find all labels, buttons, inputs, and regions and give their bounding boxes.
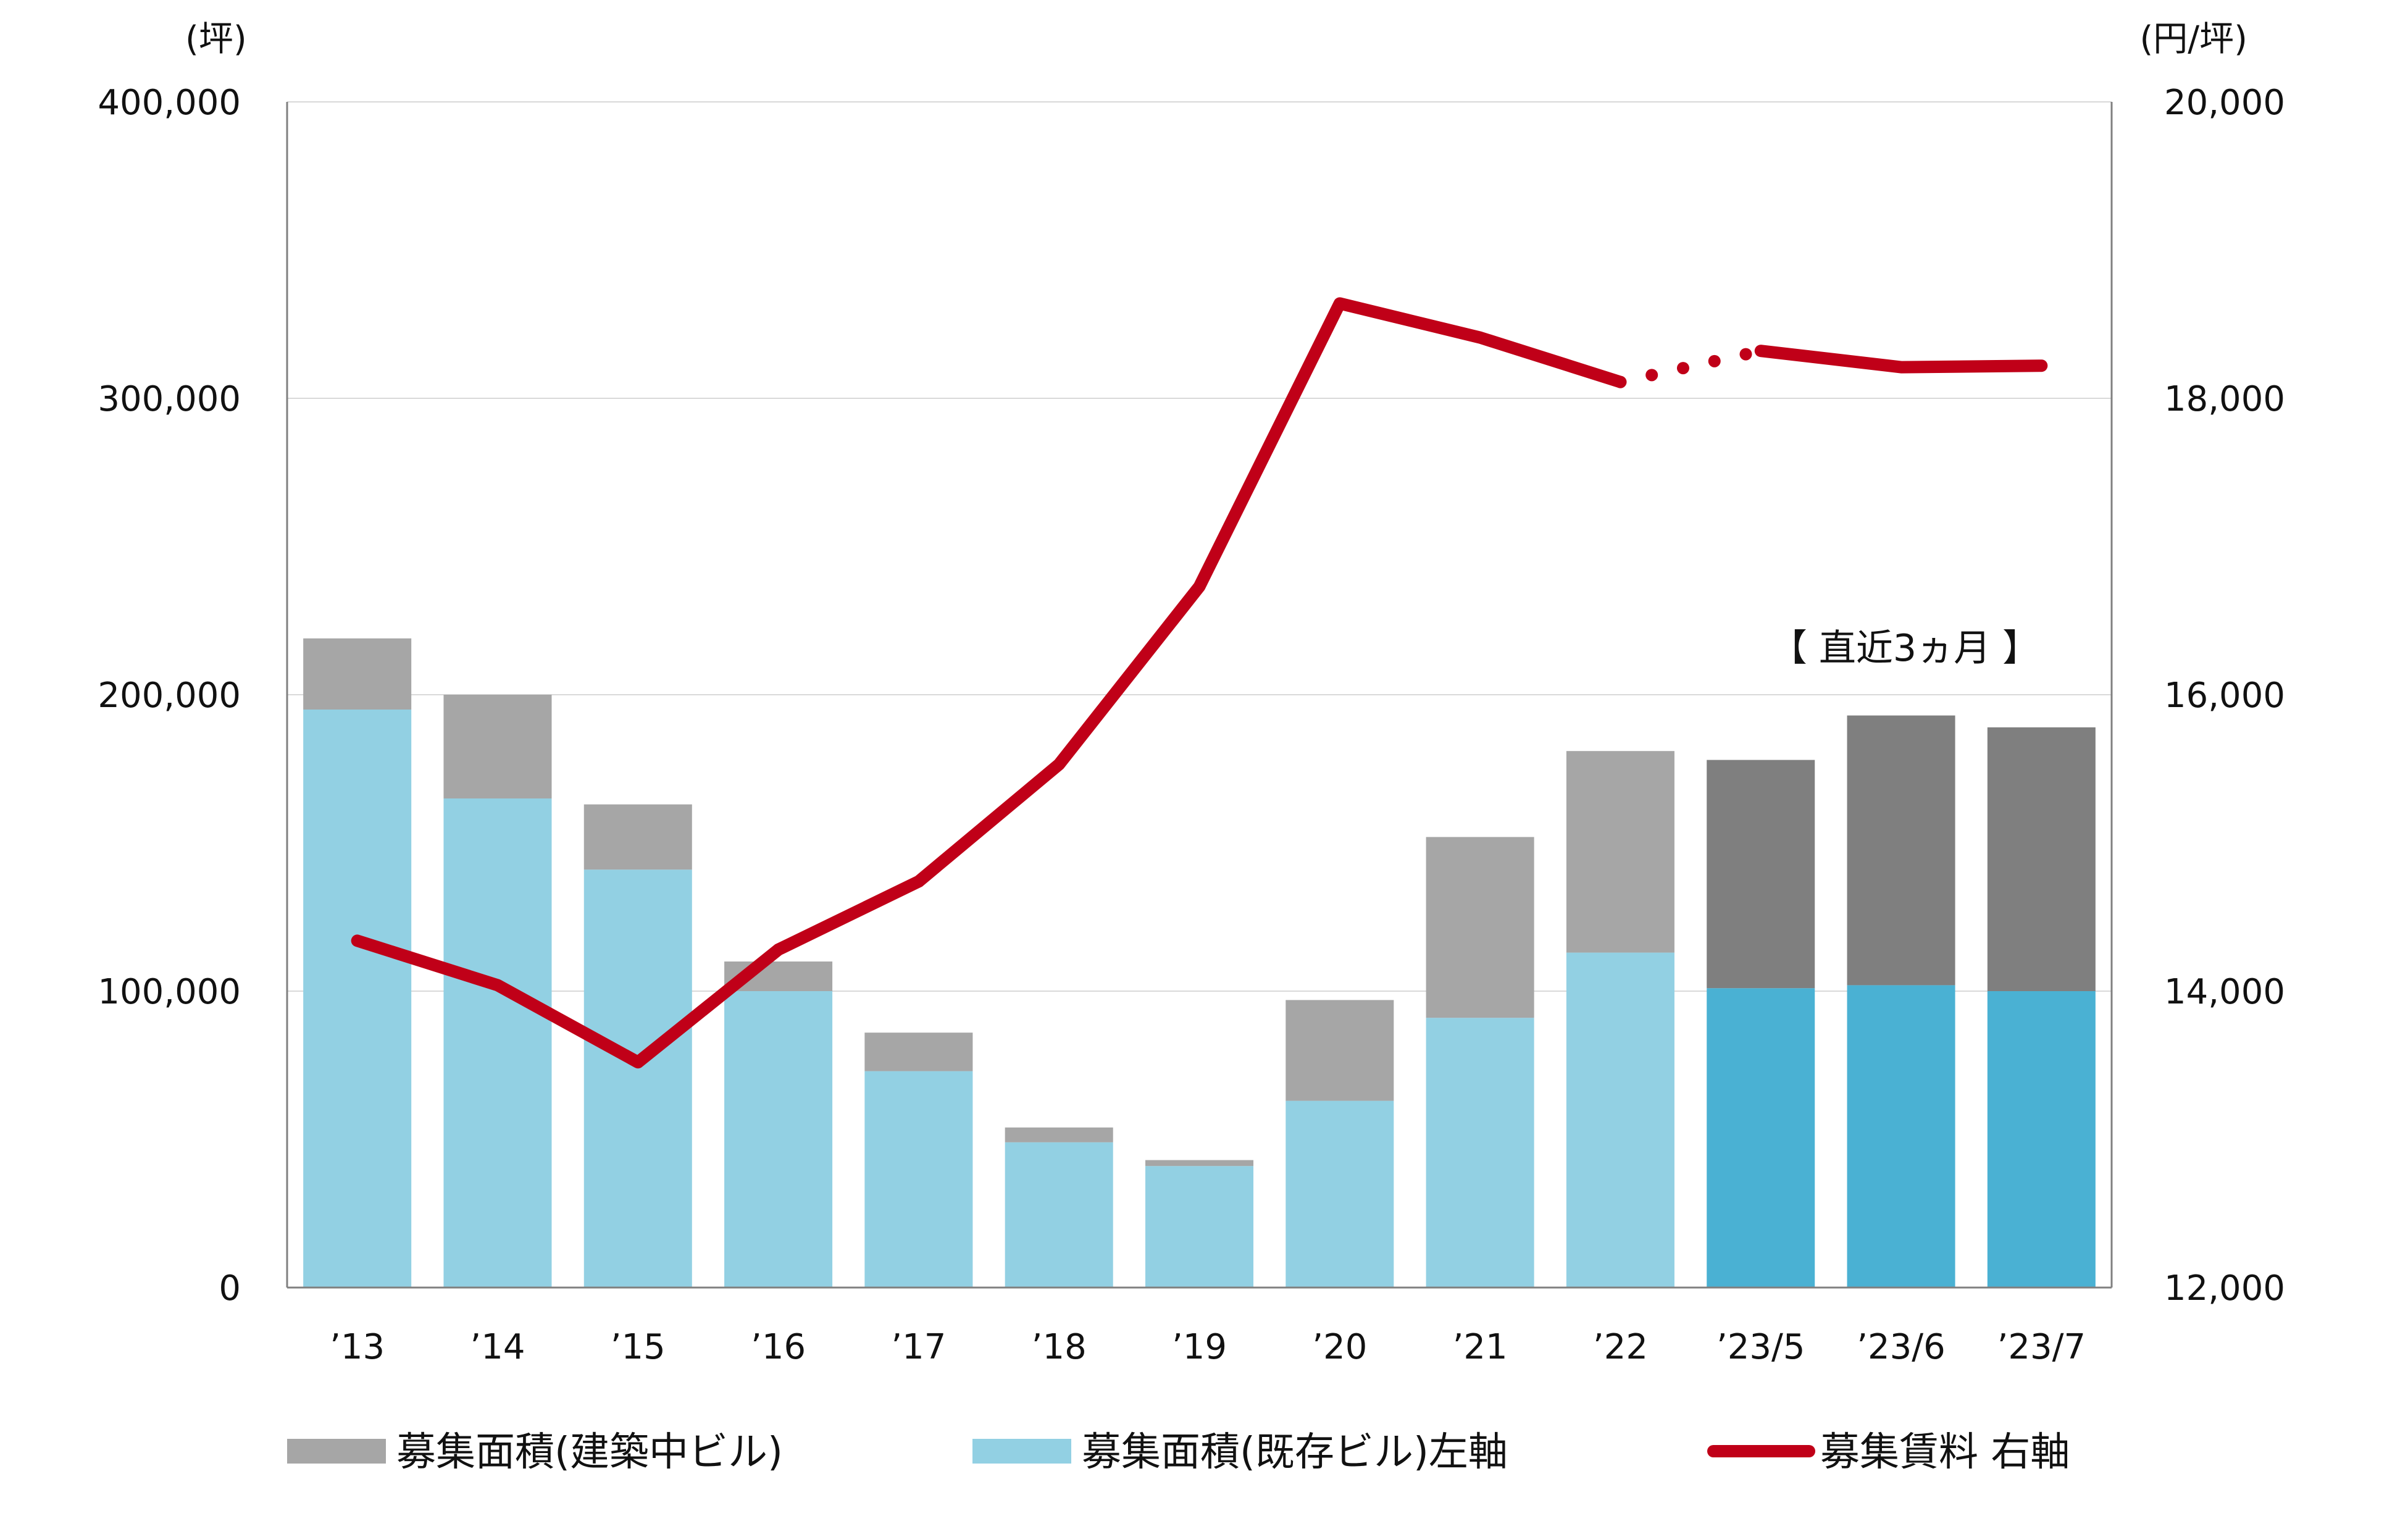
left-axis-unit: (坪) (185, 19, 247, 59)
bar-existing (303, 710, 412, 1288)
legend: 募集面積(建築中ビル) 募集面積(既存ビル)左軸 募集賃料 右軸 (287, 1430, 2070, 1475)
bar-existing (1426, 1018, 1534, 1288)
rent-line-series (351, 297, 2048, 1069)
category-label: ’21 (1453, 1327, 1508, 1367)
rent-line-solid (351, 297, 1627, 1069)
bar-series (303, 638, 2096, 1288)
bar-construction (864, 1033, 973, 1071)
rent-line-recent (1754, 345, 2048, 374)
category-label: ’23/6 (1857, 1327, 1946, 1367)
bar-existing (1005, 1142, 1113, 1288)
bar-existing (1707, 988, 1815, 1288)
bar-construction (1847, 715, 1955, 986)
right-tick-label: 20,000 (2164, 83, 2285, 123)
category-label: ’13 (330, 1327, 385, 1367)
category-label: ’22 (1593, 1327, 1648, 1367)
category-label: ’20 (1312, 1327, 1367, 1367)
left-tick-label: 300,000 (98, 379, 241, 419)
left-tick-label: 100,000 (98, 972, 241, 1012)
bar-existing (724, 991, 833, 1288)
bar-existing (1566, 952, 1674, 1288)
right-tick-label: 16,000 (2164, 676, 2285, 716)
bar-existing (443, 798, 552, 1288)
bar-construction (1145, 1160, 1254, 1167)
bar-construction (1426, 837, 1534, 1018)
bar-construction (443, 695, 552, 798)
bar-existing (1987, 991, 2096, 1288)
right-tick-label: 18,000 (2164, 379, 2285, 419)
category-label: ’15 (611, 1327, 666, 1367)
right-tick-label: 12,000 (2164, 1268, 2285, 1309)
right-axis-unit: (円/坪) (2139, 19, 2247, 59)
bar-construction (303, 638, 412, 710)
category-label: ’17 (891, 1327, 946, 1367)
category-label: ’19 (1172, 1327, 1227, 1367)
bar-construction (1005, 1127, 1113, 1142)
legend-swatch-existing (972, 1439, 1071, 1464)
rent-line-dotted (1614, 345, 1767, 388)
category-label: ’23/5 (1716, 1327, 1805, 1367)
bar-construction (1286, 1000, 1394, 1101)
tick-labels: 0 100,000 200,000 300,000 400,000 12,000 14,00… (98, 83, 2285, 1367)
category-label: ’14 (470, 1327, 525, 1367)
legend-label-construction: 募集面積(建築中ビル) (396, 1430, 783, 1475)
legend-label-existing: 募集面積(既存ビル)左軸 (1082, 1430, 1508, 1475)
recent-3-months-annotation: 【 直近3ヵ月 】 (1770, 627, 2039, 670)
gridlines (287, 101, 2112, 992)
bar-existing (1145, 1166, 1254, 1288)
legend-swatch-construction (287, 1439, 386, 1464)
bar-existing (583, 869, 692, 1288)
left-tick-label: 200,000 (98, 676, 241, 716)
bar-existing (1286, 1100, 1394, 1288)
bar-construction (1707, 760, 1815, 989)
bar-construction (583, 804, 692, 870)
left-tick-label: 0 (219, 1268, 241, 1309)
axes (286, 102, 2113, 1289)
legend-label-rent: 募集賃料 右軸 (1820, 1430, 2070, 1475)
category-label: ’16 (751, 1327, 806, 1367)
right-tick-label: 14,000 (2164, 972, 2285, 1012)
category-label: ’23/7 (1997, 1327, 2086, 1367)
category-label: ’18 (1032, 1327, 1087, 1367)
left-tick-label: 400,000 (98, 83, 241, 123)
bar-existing (1847, 985, 1955, 1288)
bar-existing (864, 1071, 973, 1288)
bar-construction (1987, 727, 2096, 991)
bar-construction (1566, 751, 1674, 953)
